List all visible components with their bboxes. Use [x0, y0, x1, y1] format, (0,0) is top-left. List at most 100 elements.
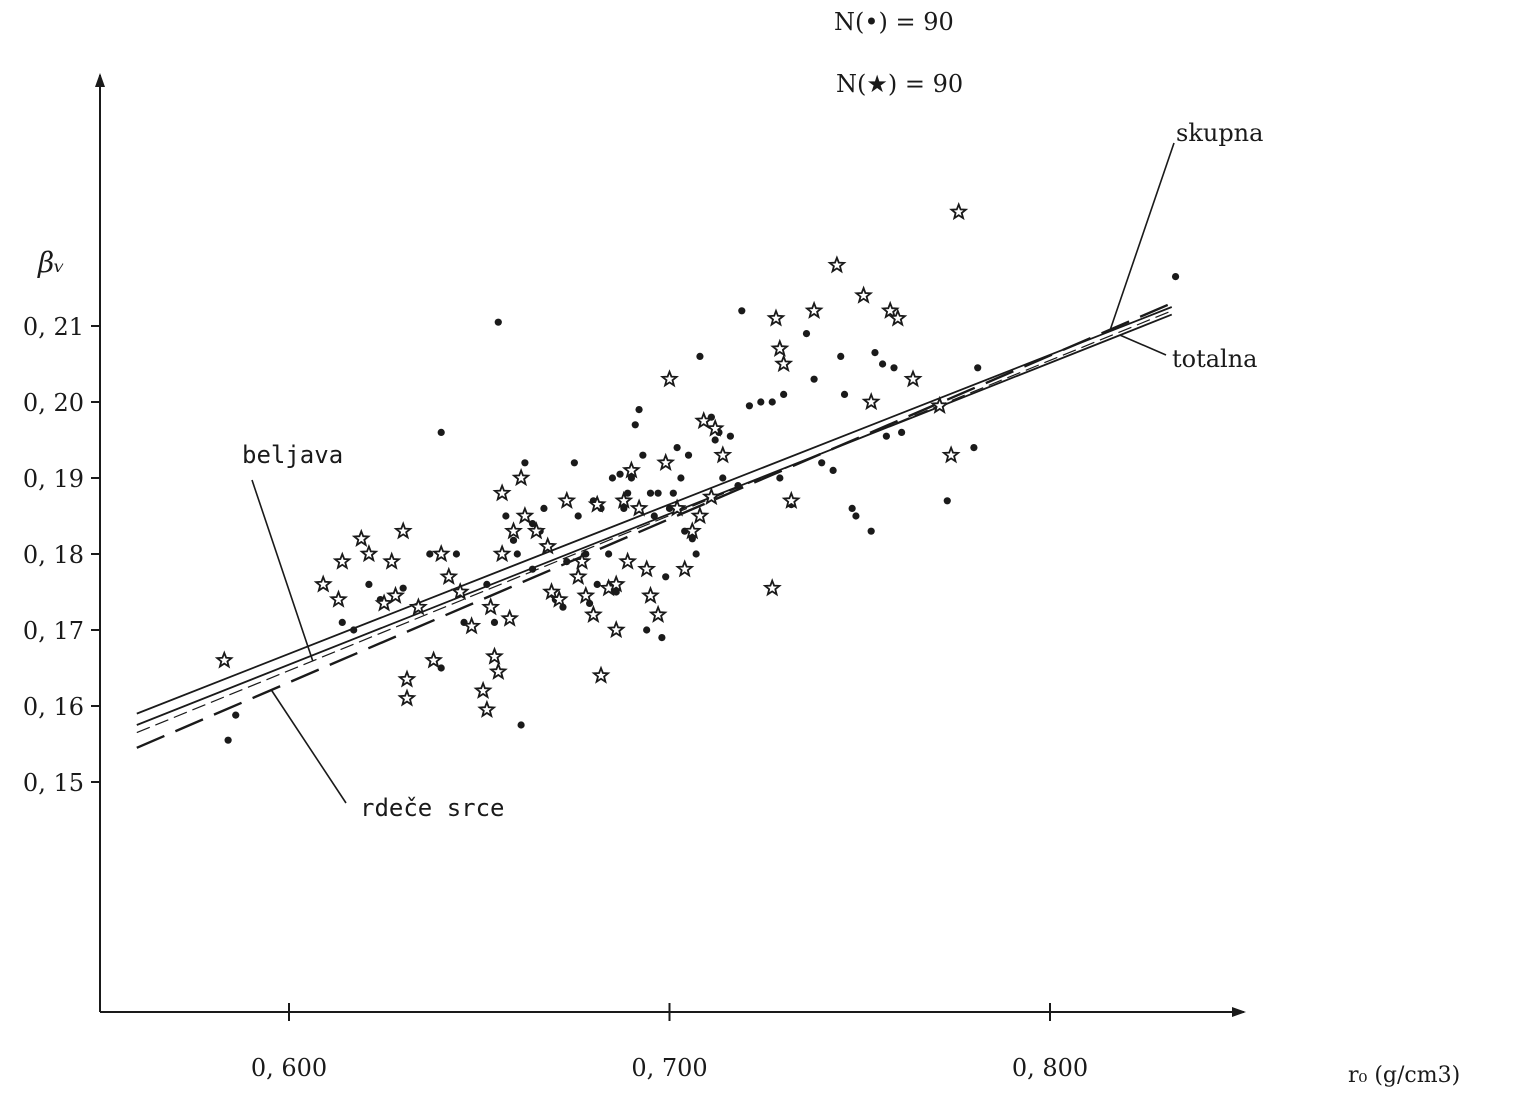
data-point-dot: [570, 459, 578, 467]
data-point-dot: [605, 550, 613, 558]
data-point-dot: [574, 512, 582, 520]
data-point-dot: [502, 512, 510, 520]
data-point-star: [694, 410, 714, 430]
data-point-dot: [350, 626, 358, 634]
data-point-star: [587, 494, 607, 513]
data-point-dot: [848, 504, 856, 512]
data-point-star: [576, 585, 596, 604]
data-point-dot: [852, 512, 860, 520]
data-point-star: [462, 616, 482, 635]
data-point-star: [606, 574, 626, 593]
data-point-dot: [768, 398, 776, 406]
data-point-dot: [692, 550, 700, 558]
line-label: beljava: [242, 441, 343, 469]
data-point-star: [949, 202, 969, 221]
data-point-star: [675, 559, 695, 578]
data-point-star: [397, 688, 417, 707]
data-point-dot: [726, 432, 734, 440]
data-point-dot: [631, 421, 639, 429]
data-point-dot: [669, 489, 677, 497]
data-point-dot: [452, 550, 461, 558]
data-point-dot: [224, 736, 232, 744]
data-point-star: [393, 521, 413, 540]
data-point-dot: [540, 504, 548, 512]
data-point-star: [431, 544, 451, 563]
data-point-dot: [837, 352, 845, 360]
data-point-dot: [943, 497, 951, 505]
data-point-star: [648, 604, 668, 623]
y-tick-label: 0, 17: [23, 617, 84, 645]
data-point-star: [713, 445, 733, 464]
data-point-star: [492, 544, 512, 563]
data-point-star: [766, 308, 786, 327]
data-point-star: [328, 589, 348, 608]
data-point-dot: [426, 550, 434, 558]
data-point-star: [332, 551, 352, 570]
x-tick-label: 0, 600: [251, 1054, 327, 1082]
data-point-dot: [646, 489, 655, 497]
data-point-dot: [494, 318, 502, 326]
data-point-star: [408, 597, 428, 616]
data-point-dot: [559, 603, 567, 611]
data-point-star: [930, 395, 950, 414]
line-label: skupna: [1176, 119, 1263, 147]
data-point-dot: [608, 474, 617, 482]
y-tick-label: 0, 15: [23, 769, 84, 797]
data-point-star: [557, 490, 577, 509]
data-point-dot: [662, 573, 670, 581]
regression-line: [136, 306, 1173, 715]
data-point-star: [656, 452, 676, 471]
data-point-star: [382, 551, 402, 570]
data-point-dot: [635, 406, 643, 414]
data-point-star: [880, 300, 900, 319]
data-point-dot: [867, 527, 875, 535]
data-point-star: [781, 490, 801, 509]
data-point-star: [214, 650, 234, 669]
data-point-dot: [745, 402, 754, 410]
y-tick-label: 0, 18: [23, 541, 84, 569]
data-point-star: [572, 551, 592, 570]
data-point-dot: [1171, 273, 1180, 281]
leader-line: [251, 479, 314, 662]
y-tick-label: 0, 21: [23, 313, 84, 341]
data-point-star: [591, 665, 611, 684]
data-point-dot: [970, 444, 978, 452]
data-point-dot: [483, 580, 491, 589]
data-point-star: [774, 353, 794, 373]
regression-line: [136, 310, 1172, 734]
data-point-star: [473, 680, 493, 699]
y-tick-label: 0, 19: [23, 465, 84, 493]
n-stars-annotation: N(★) = 90: [836, 70, 963, 98]
x-tick-label: 0, 700: [631, 1054, 707, 1082]
data-point-star: [682, 521, 702, 540]
data-point-star: [488, 661, 508, 680]
data-point-dot: [738, 307, 746, 315]
data-point-dot: [338, 618, 346, 627]
data-point-star: [538, 536, 558, 555]
data-point-dot: [517, 721, 525, 729]
data-point-dot: [624, 489, 632, 497]
data-point-dot: [627, 474, 636, 482]
data-point-star: [492, 483, 512, 502]
data-point-dot: [818, 459, 826, 467]
data-point-dot: [620, 504, 628, 512]
data-point-star: [854, 285, 874, 304]
regression-line: [136, 302, 1173, 749]
leader-line: [270, 689, 347, 804]
line-label: rdeče srce: [360, 794, 505, 822]
y-axis-title: βᵥ: [37, 246, 65, 279]
data-point-star: [827, 255, 847, 274]
data-point-star: [424, 650, 444, 669]
data-point-star: [660, 369, 679, 388]
data-point-dot: [528, 520, 537, 528]
data-point-dot: [232, 711, 240, 719]
data-point-star: [386, 585, 406, 604]
data-point-star: [770, 338, 790, 357]
data-point-dot: [829, 466, 837, 474]
data-point-star: [637, 559, 657, 578]
data-point-dot: [490, 618, 499, 627]
data-point-dot: [612, 588, 620, 596]
data-point-dot: [890, 364, 898, 372]
data-point-star: [568, 566, 588, 585]
data-point-star: [804, 300, 824, 319]
